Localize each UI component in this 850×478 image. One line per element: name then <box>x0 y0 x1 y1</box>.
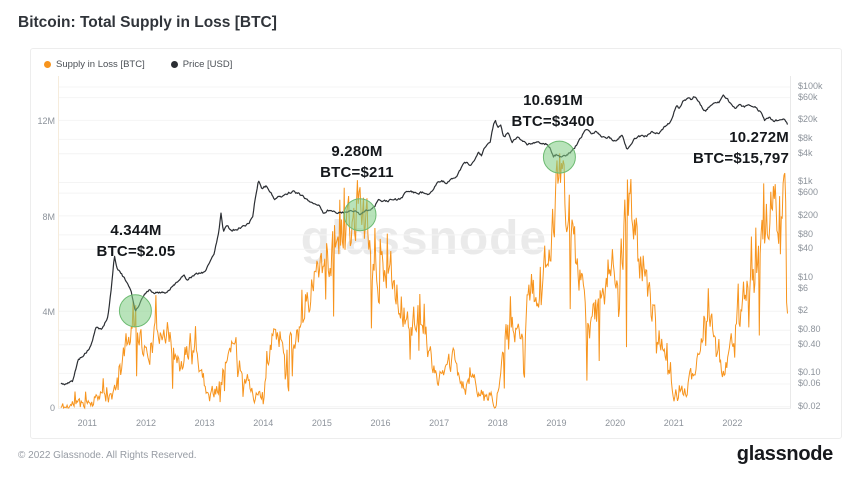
annotation-price-value: BTC=$3400 <box>511 113 595 130</box>
y-axis-right-tick-label: $20k <box>798 114 818 125</box>
annotation-supply-value: 10.691M <box>523 92 583 109</box>
y-axis-right-tick-label: $600 <box>798 187 819 198</box>
x-axis-tick-label: 2013 <box>194 418 215 428</box>
x-axis-tick-label: 2020 <box>605 418 626 428</box>
y-axis-right-tick-label: $200 <box>798 209 819 220</box>
y-axis-right-tick-label: $1k <box>798 176 813 187</box>
chart-legend: Supply in Loss [BTC] Price [USD] <box>44 59 232 70</box>
annotation-price-value: BTC=$15,797 <box>692 150 789 167</box>
x-axis-tick-label: 2014 <box>253 418 274 428</box>
price-series-dot-icon <box>170 61 178 68</box>
supply-series-dot-icon <box>44 61 51 68</box>
x-axis-tick-label: 2021 <box>663 418 684 428</box>
y-axis-left-tick-label: 4M <box>42 307 55 318</box>
y-axis-right-tick-label: $0.40 <box>798 338 821 349</box>
y-axis-right-tick-label: $40 <box>798 243 814 254</box>
chart-card: Supply in Loss [BTC] Price [USD] glassno… <box>30 48 842 439</box>
y-axis-right-tick-label: $0.10 <box>798 367 821 378</box>
y-axis-left-tick-label: 12M <box>37 116 55 127</box>
y-axis-right-tick-label: $0.06 <box>798 378 821 389</box>
page-title: Bitcoin: Total Supply in Loss [BTC] <box>18 14 277 31</box>
annotation-2022-current: 10.272M BTC=$15,797 <box>649 127 789 169</box>
x-axis-tick-label: 2018 <box>487 418 508 428</box>
x-axis-tick-label: 2022 <box>722 418 743 428</box>
y-axis-left-tick-label: 8M <box>42 211 55 222</box>
annotation-2011-cycle-low: 4.344M BTC=$2.05 <box>76 220 196 262</box>
annotation-price-value: BTC=$2.05 <box>96 243 176 260</box>
y-axis-right-tick-label: $80 <box>798 228 814 239</box>
annotation-price-value: BTC=$211 <box>320 164 394 181</box>
y-axis-left-tick-label: 0 <box>49 403 55 413</box>
x-axis-tick-label: 2017 <box>429 418 450 428</box>
annotation-2015-cycle-low: 9.280M BTC=$211 <box>297 141 417 183</box>
annotation-2019-cycle-low: 10.691M BTC=$3400 <box>493 90 613 132</box>
y-axis-right-tick-label: $6 <box>798 282 809 293</box>
annotation-supply-value: 9.280M <box>331 143 383 160</box>
legend-label-supply: Supply in Loss [BTC] <box>56 59 145 70</box>
x-axis-tick-label: 2015 <box>311 418 332 428</box>
copyright-text: © 2022 Glassnode. All Rights Reserved. <box>18 450 197 461</box>
x-axis-tick-label: 2012 <box>135 418 156 428</box>
legend-item-price[interactable]: Price [USD] <box>170 59 233 70</box>
glassnode-logo: glassnode <box>736 443 834 465</box>
legend-label-price: Price [USD] <box>182 59 233 70</box>
y-axis-right-tick-label: $8k <box>798 133 813 144</box>
y-axis-right-tick-label: $100k <box>798 81 823 91</box>
chart-plot <box>58 76 791 410</box>
y-axis-right-tick-label: $0.02 <box>798 400 821 411</box>
legend-item-supply-in-loss[interactable]: Supply in Loss [BTC] <box>44 59 145 70</box>
x-axis-tick-label: 2016 <box>370 418 391 428</box>
x-axis-tick-label: 2011 <box>77 418 97 428</box>
annotation-supply-value: 4.344M <box>110 222 162 239</box>
y-axis-right-tick-label: $4k <box>798 147 813 158</box>
y-axis-right-tick-label: $2 <box>798 305 809 316</box>
annotation-supply-value: 10.272M <box>729 129 789 146</box>
y-axis-right-tick-label: $60k <box>798 91 818 102</box>
x-axis-tick-label: 2019 <box>546 418 567 428</box>
y-axis-right-tick-label: $0.80 <box>798 324 821 335</box>
y-axis-right-tick-label: $10 <box>798 271 814 282</box>
